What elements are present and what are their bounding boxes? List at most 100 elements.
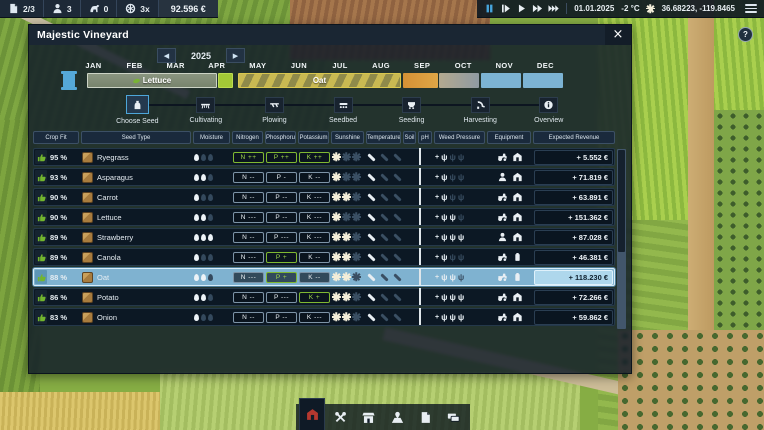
barn-icon	[512, 172, 523, 182]
month-label-jan: JAN	[85, 61, 102, 70]
menu-icon[interactable]	[745, 4, 757, 13]
ph-icon	[419, 208, 421, 225]
timeline-crop-oat[interactable]: Oat	[238, 73, 401, 88]
timeline-segment-nov[interactable]	[481, 73, 521, 88]
harvester-icon	[512, 252, 523, 262]
playback-button-fastest[interactable]	[548, 3, 559, 14]
playback-button-play[interactable]	[516, 3, 527, 14]
table-row-potato[interactable]: 86 % Potato N -- P --- K + + ψ ψ ψ	[33, 288, 615, 306]
timeline-segment-apr[interactable]	[218, 73, 233, 88]
table-row-carrot[interactable]: 90 % Carrot N -- P -- K --- + ψ ψ ψ	[33, 188, 615, 206]
status-stat-workers[interactable]: 3	[43, 0, 81, 17]
month-label-aug: AUG	[372, 61, 391, 70]
header-weed-pressure[interactable]: Weed Pressure	[434, 131, 485, 144]
toolbar-button-shop[interactable]	[356, 404, 382, 430]
table-row-asparagus[interactable]: 93 % Asparagus N -- P - K -- + ψ ψ ψ	[33, 168, 615, 186]
temperature-rating	[367, 272, 402, 282]
step-tab-cultivator[interactable]: Cultivating	[172, 95, 241, 133]
step-label: Choose Seed	[116, 118, 159, 125]
expected-revenue: + 72.266 €	[534, 289, 613, 305]
toolbar-button-finances[interactable]	[441, 404, 467, 430]
header-expected-revenue[interactable]: Expected Revenue	[533, 131, 615, 144]
step-tab-seedbed[interactable]: Seedbed	[309, 95, 378, 133]
header-seed-type[interactable]: Seed Type	[81, 131, 191, 144]
seed-type-cell: Ryegrass	[82, 151, 192, 163]
ph-cell	[419, 208, 433, 226]
step-tab-sack[interactable]: Choose Seed	[103, 95, 172, 133]
sunshine-rating	[331, 153, 365, 161]
status-stat-animals[interactable]: 0	[80, 0, 118, 17]
expected-revenue: + 46.381 €	[534, 249, 613, 265]
help-button[interactable]: ?	[738, 27, 753, 42]
header-equipment[interactable]: Equipment	[487, 131, 531, 144]
table-row-lettuce[interactable]: 90 % Lettuce N --- P -- K --- + ψ ψ ψ	[33, 208, 615, 226]
timeline-segment-sep[interactable]	[403, 73, 438, 88]
equipment-icons	[488, 252, 532, 262]
playback-button-fast[interactable]	[532, 3, 543, 14]
header-sunshine[interactable]: Sunshine	[331, 131, 364, 144]
status-stat-speed[interactable]: 3x	[117, 0, 159, 17]
close-button[interactable]: ×	[605, 25, 631, 45]
equipment-icons	[488, 312, 532, 322]
timeline-segment-oct[interactable]	[439, 73, 479, 88]
sunshine-rating	[331, 173, 365, 181]
temperature-rating	[367, 312, 402, 322]
header-crop-fit[interactable]: Crop Fit	[33, 131, 79, 144]
timeline-segment-dec[interactable]	[523, 73, 563, 88]
step-tab-plow[interactable]: Plowing	[240, 95, 309, 133]
expected-revenue: + 87.028 €	[534, 229, 613, 245]
potassium-value: K ---	[299, 311, 330, 323]
ph-icon	[419, 228, 421, 245]
timeline-crop-lettuce[interactable]: Lettuce	[87, 73, 217, 88]
header-potassium[interactable]: Potassium	[298, 131, 329, 144]
header-nitrogen[interactable]: Nitrogen	[232, 131, 263, 144]
revenue-cell: + 87.028 €	[534, 229, 614, 245]
seed-name: Ryegrass	[97, 152, 129, 162]
step-tab-harvest[interactable]: Harvesting	[446, 95, 515, 133]
step-icon	[269, 100, 280, 110]
year-value: 2025	[190, 50, 212, 61]
toolbar-button-fields[interactable]	[384, 404, 410, 430]
header-soil[interactable]: Soil	[403, 131, 416, 144]
scrollbar-thumb[interactable]	[618, 150, 625, 252]
step-tab-info[interactable]: Overview	[514, 95, 583, 133]
toolbar-button-contracts[interactable]	[412, 404, 438, 430]
step-tab-seeder[interactable]: Seeding	[377, 95, 446, 133]
stat-value: 3	[66, 3, 72, 14]
month-labels: JAN FEB MAR APR MAY JUN JUL AUG SEP OCT NOV DEC	[73, 61, 566, 70]
timeline-handle[interactable]	[61, 71, 77, 90]
playback-button-play-step[interactable]	[500, 3, 511, 14]
table-row-onion[interactable]: 83 % Onion N -- P -- K --- + ψ ψ ψ	[33, 308, 615, 326]
crop-fit-value: 86 %	[50, 292, 68, 302]
toolbar-button-tools[interactable]	[327, 404, 353, 430]
month-label-oct: OCT	[454, 61, 472, 70]
table-row-ryegrass[interactable]: 95 % Ryegrass N ++ P ++ K ++ + ψ ψ ψ	[33, 148, 615, 166]
moisture-rating	[194, 253, 231, 261]
table-row-strawberry[interactable]: 89 % Strawberry N -- P --- K --- + ψ ψ ψ	[33, 228, 615, 246]
potassium-value: K ---	[299, 191, 330, 203]
stat-value: 2/3	[23, 3, 35, 14]
tractor-icon	[497, 252, 508, 262]
table-row-oat[interactable]: 88 % Oat N --- P + K -- + ψ ψ ψ	[33, 268, 615, 286]
weed-pressure-rating: + ψ ψ ψ	[435, 251, 465, 262]
header-ph[interactable]: pH	[418, 131, 432, 144]
crop-fit-value: 83 %	[50, 312, 68, 322]
temperature-rating	[367, 252, 402, 262]
header-moisture[interactable]: Moisture	[193, 131, 230, 144]
toolbar-button-barn[interactable]	[299, 398, 326, 430]
month-label-mar: MAR	[166, 61, 185, 70]
playback-button-pause[interactable]	[484, 3, 495, 14]
thumbs-up-icon	[37, 153, 46, 162]
table-scrollbar[interactable]	[617, 149, 626, 329]
header-phosphorus[interactable]: Phosphorus	[265, 131, 296, 144]
seed-type-cell: Strawberry	[82, 231, 192, 243]
crop-fit-tile	[35, 210, 47, 224]
phosphorus-value: P ++	[266, 151, 297, 163]
next-year-button[interactable]: ▶	[226, 48, 245, 63]
prev-year-button[interactable]: ◀	[157, 48, 176, 63]
table-row-canola[interactable]: 89 % Canola N --- P + K -- + ψ ψ ψ	[33, 248, 615, 266]
crop-fit-value: 88 %	[50, 272, 68, 282]
status-stat-contracts[interactable]: 2/3	[0, 0, 44, 17]
crop-fit-value: 89 %	[50, 232, 68, 242]
header-temperature[interactable]: Temperature	[366, 131, 401, 144]
